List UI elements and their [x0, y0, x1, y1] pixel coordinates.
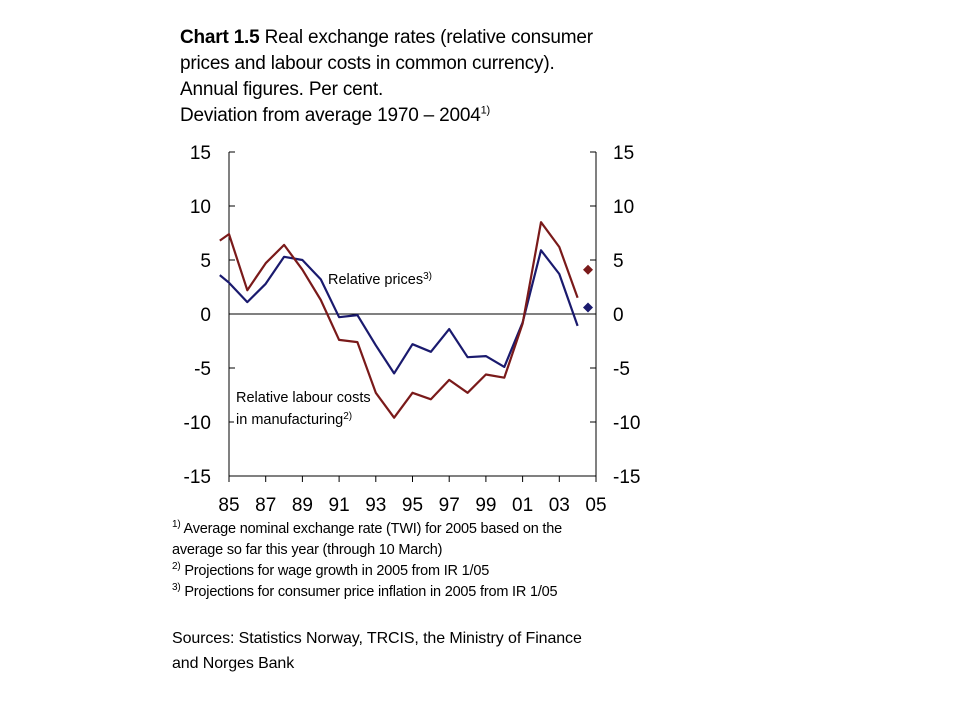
- series-labels: Relative prices3) Relative labour costs …: [234, 271, 432, 432]
- chart-number: Chart 1.5: [180, 27, 260, 48]
- footnote-3-text: Projections for consumer price inflation…: [180, 584, 558, 600]
- y-tick-label-right: -5: [613, 359, 630, 380]
- series-label-labour-costs-line1: Relative labour costs: [236, 390, 371, 406]
- series-lines: [219, 221, 579, 419]
- x-tick-label: 01: [512, 495, 533, 516]
- sources-line-1: Sources: Statistics Norway, TRCIS, the M…: [172, 630, 582, 647]
- footnotes: 1) Average nominal exchange rate (TWI) f…: [172, 519, 632, 603]
- footnote-2-marker: 2): [172, 561, 181, 573]
- series-line-relative-labour-costs: [219, 221, 579, 419]
- projection-markers: [583, 264, 593, 313]
- x-tick-label: 93: [365, 495, 386, 516]
- footnote-1-text: Average nominal exchange rate (TWI) for …: [180, 521, 563, 537]
- y-tick-label-right: 10: [613, 197, 634, 218]
- footnote-1-marker: 1): [172, 519, 181, 531]
- x-tick-label: 91: [329, 495, 350, 516]
- footnote-3-marker: 3): [172, 582, 181, 594]
- y-tick-label-left: -15: [184, 467, 211, 488]
- sources-line-2: and Norges Bank: [172, 655, 295, 672]
- y-tick-label-right: -10: [613, 413, 640, 434]
- y-tick-label-left: 5: [200, 251, 211, 272]
- footnote-1: 1) Average nominal exchange rate (TWI) f…: [172, 519, 632, 540]
- tick-labels: 15 15 10 10 5 5 0 0 -5 -5 -10 -10 -15 -15 85 87 89 91 93 95…: [184, 143, 641, 516]
- title-line-3: Annual figures. Per cent.: [180, 79, 384, 100]
- y-tick-label-right: -15: [613, 467, 640, 488]
- y-tick-label-right: 5: [613, 251, 624, 272]
- x-tick-label: 89: [292, 495, 313, 516]
- footnote-2-text: Projections for wage growth in 2005 from…: [180, 563, 490, 579]
- title-line-1-text: Real exchange rates (relative consumer: [259, 27, 593, 48]
- series-label-labour-costs-line2: in manufacturing2): [236, 411, 352, 428]
- y-tick-label-right: 15: [613, 143, 634, 164]
- chart-axes: [228, 151, 597, 482]
- x-tick-label: 99: [475, 495, 496, 516]
- title-line-1: Chart 1.5 Real exchange rates (relative …: [180, 25, 650, 51]
- title-line-2: prices and labour costs in common curren…: [180, 53, 555, 74]
- footnote-3: 3) Projections for consumer price inflat…: [172, 582, 632, 603]
- x-tick-label: 95: [402, 495, 423, 516]
- x-tick-label: 87: [255, 495, 276, 516]
- title-line-4-text: Deviation from average 1970 – 2004: [180, 105, 481, 126]
- x-tick-label: 05: [585, 495, 606, 516]
- y-tick-label-left: -5: [194, 359, 211, 380]
- title-footnote-ref: 1): [480, 104, 491, 117]
- y-tick-label-left: 10: [190, 197, 211, 218]
- y-tick-label-left: -10: [184, 413, 211, 434]
- series-label-relative-prices: Relative prices3): [328, 271, 432, 288]
- footnote-2: 2) Projections for wage growth in 2005 f…: [172, 561, 632, 582]
- series-line-relative-prices: [219, 249, 579, 375]
- projection-marker-labour-costs: [583, 264, 593, 275]
- x-tick-label: 97: [439, 495, 460, 516]
- footnote-1-continued: average so far this year (through 10 Mar…: [172, 542, 443, 558]
- y-tick-label-left: 0: [200, 305, 211, 326]
- projection-marker-relative-prices: [583, 302, 593, 313]
- chart-title: Chart 1.5 Real exchange rates (relative …: [180, 25, 650, 129]
- title-line-4: Deviation from average 1970 – 20041): [180, 103, 650, 129]
- y-tick-label-right: 0: [613, 305, 624, 326]
- label-background: [234, 388, 352, 432]
- x-tick-label: 85: [218, 495, 239, 516]
- x-tick-label: 03: [549, 495, 570, 516]
- y-tick-label-left: 15: [190, 143, 211, 164]
- sources: Sources: Statistics Norway, TRCIS, the M…: [172, 626, 642, 676]
